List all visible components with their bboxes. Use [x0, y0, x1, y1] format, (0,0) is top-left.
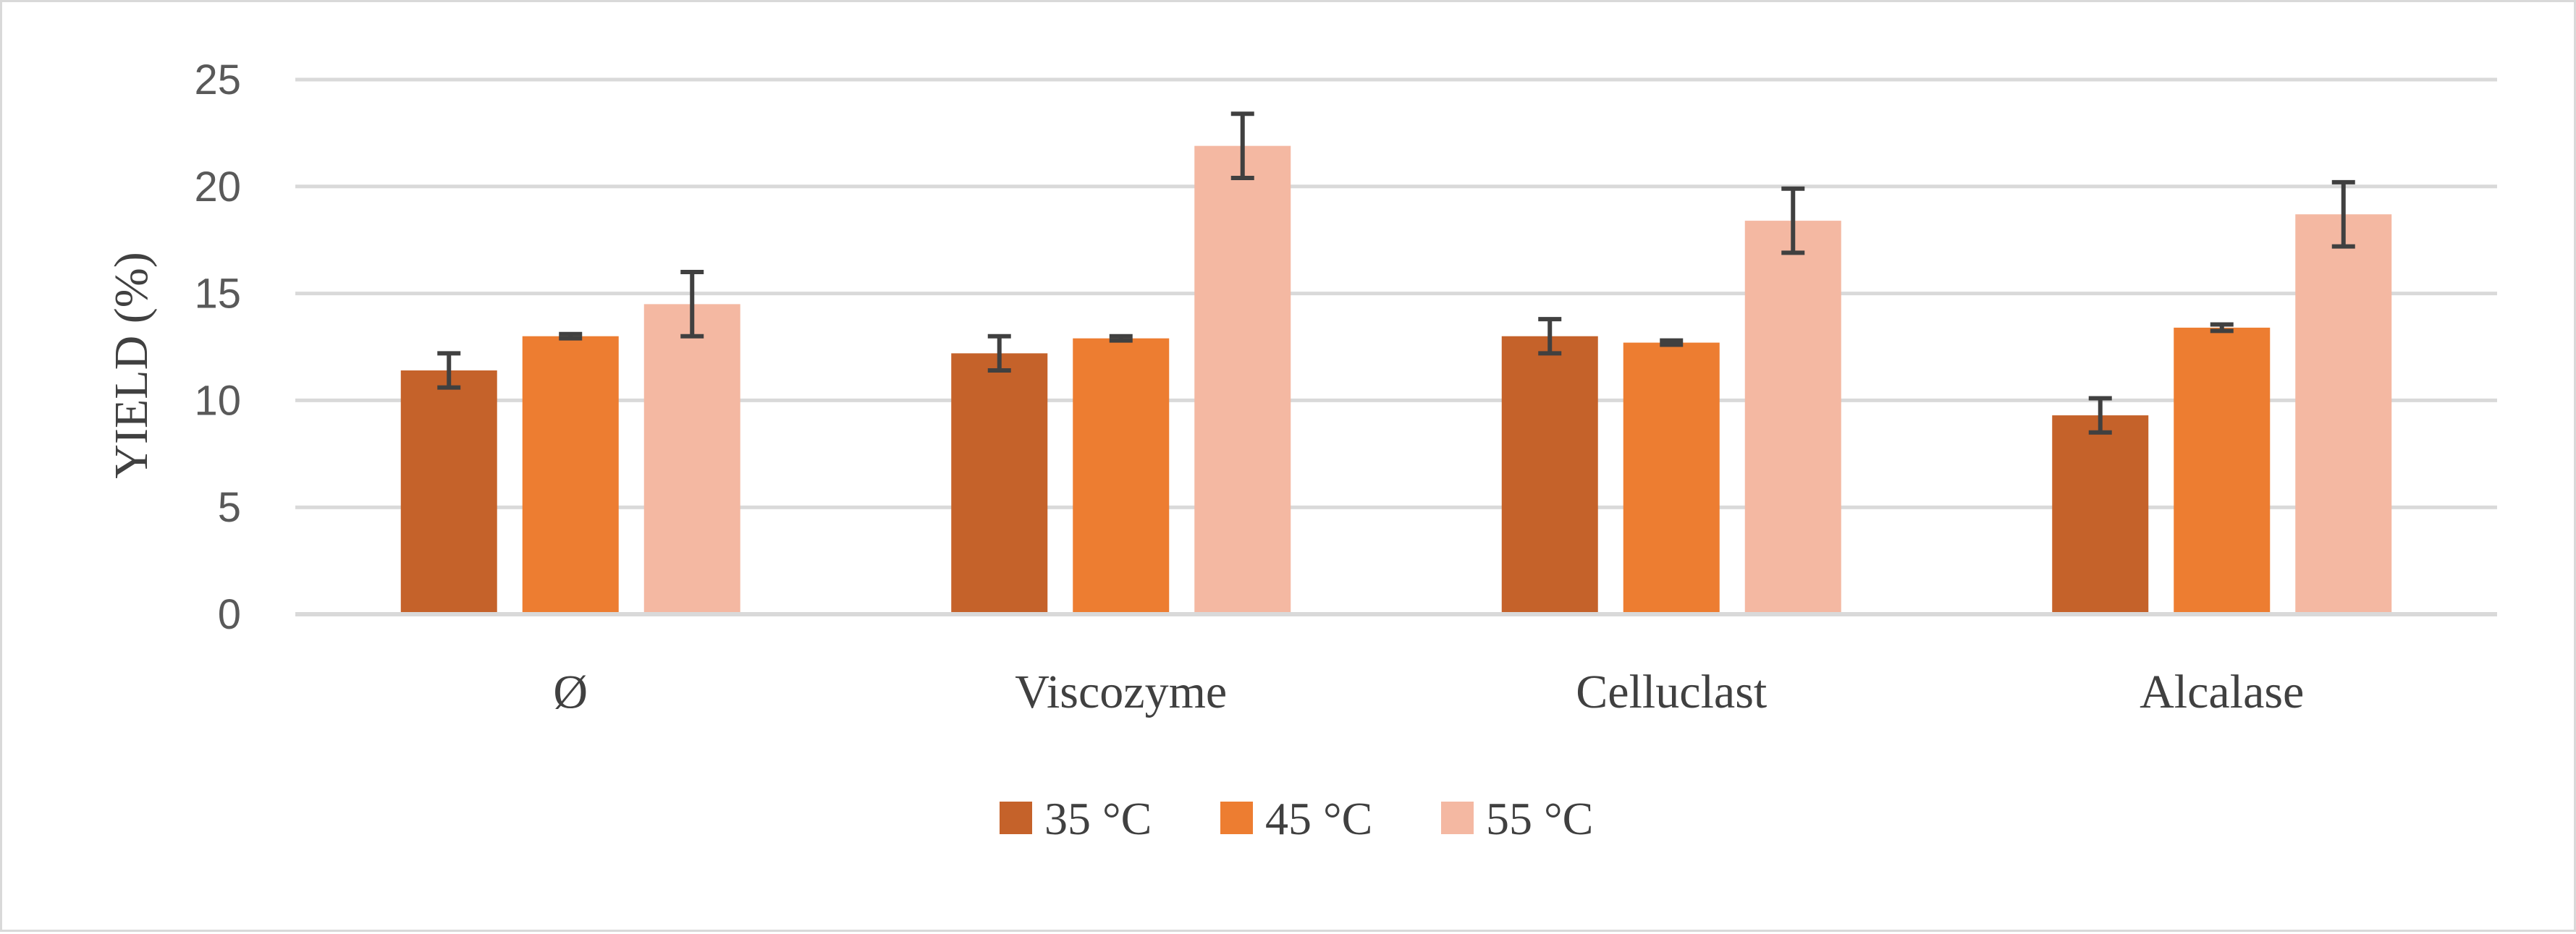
error-bars — [437, 111, 2355, 435]
legend-swatch — [1441, 802, 1474, 834]
gridlines — [295, 77, 2497, 616]
legend-swatch — [1220, 802, 1253, 834]
bar-Ø-35 °C — [400, 370, 497, 614]
bar-Alcalase-45 °C — [2174, 327, 2271, 614]
y-tick-label: 5 — [218, 484, 241, 531]
bar-Viscozyme-35 °C — [951, 353, 1048, 614]
axes: 0 5 10 15 20 25 Ø Viscozyme Celluclast Alcalase — [194, 56, 2497, 718]
y-tick-label: 20 — [194, 164, 241, 211]
x-tick-label: Ø — [553, 666, 588, 718]
bar-Alcalase-55 °C — [2295, 214, 2392, 614]
bar-Viscozyme-55 °C — [1194, 145, 1291, 615]
bar-Alcalase-35 °C — [2052, 415, 2149, 614]
y-axis-title: YIELD (%) — [105, 252, 158, 478]
x-tick-label: Viscozyme — [1015, 666, 1227, 718]
y-tick-label: 25 — [194, 56, 241, 103]
legend-label: 35 °C — [1044, 793, 1152, 844]
legend-swatch — [1000, 802, 1032, 834]
legend: 35 °C 45 °C 55 °C — [1000, 793, 1593, 844]
bar-Viscozyme-45 °C — [1073, 338, 1170, 614]
bar-Celluclast-45 °C — [1623, 342, 1720, 614]
legend-label: 45 °C — [1265, 793, 1372, 844]
y-tick-label: 15 — [194, 271, 241, 318]
x-tick-label: Alcalase — [2140, 666, 2304, 718]
x-tick-label: Celluclast — [1576, 666, 1767, 718]
bar-Ø-45 °C — [522, 336, 619, 614]
bar-Celluclast-35 °C — [1501, 336, 1598, 614]
bar-Ø-55 °C — [643, 304, 740, 614]
y-tick-label: 0 — [218, 591, 241, 638]
y-tick-label: 10 — [194, 377, 241, 424]
bar-Celluclast-55 °C — [1744, 221, 1841, 614]
bars — [400, 145, 2392, 615]
legend-label: 55 °C — [1486, 793, 1593, 844]
